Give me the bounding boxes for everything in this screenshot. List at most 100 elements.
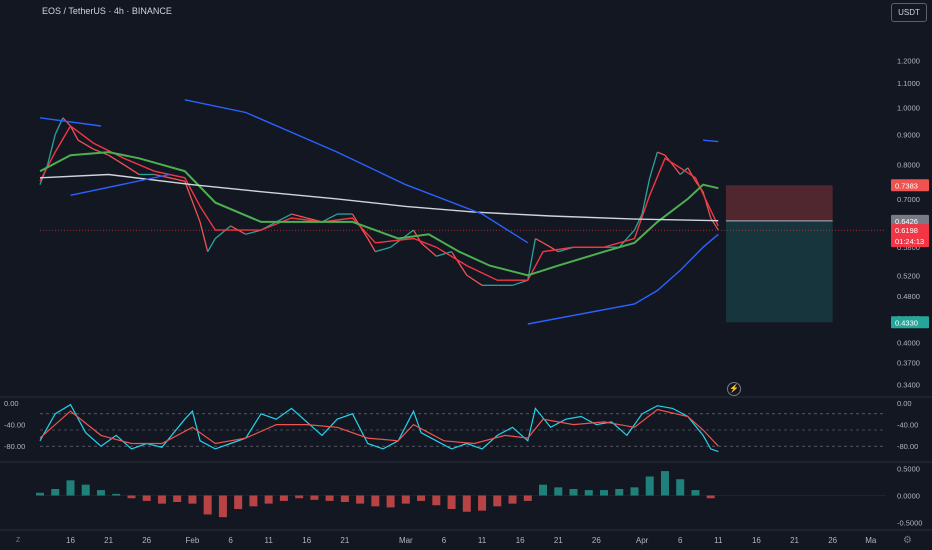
histogram-bar [630,487,639,496]
price-label-text: 0.7383 [895,181,918,190]
x-tick-label: 21 [340,536,349,545]
histogram-bar [615,489,624,496]
histogram-bar [157,495,166,504]
moving-average-line [39,117,102,127]
oscillator-tick-right: 0.00 [897,399,912,408]
price-segment [46,134,56,165]
gear-icon[interactable]: ⚙ [903,535,912,546]
x-tick-label: 16 [302,536,311,545]
moving-average-line [184,99,529,244]
x-tick-label: Ma [865,536,877,545]
histogram-bar [295,495,304,499]
price-label: 0.4330 [891,316,929,329]
histogram-bar [554,487,563,496]
histogram-bar [539,484,548,496]
price-segment [512,279,528,286]
x-tick-label: 6 [228,536,233,545]
histogram-bar [173,495,182,502]
price-segment [641,177,651,215]
price-label: 0.6198 [891,224,929,237]
y-tick-label: 0.5800 [897,243,920,252]
x-tick-label: 26 [142,536,151,545]
histogram-bar [401,495,410,504]
histogram-bar [36,492,44,496]
histogram-bar [660,471,669,496]
x-tick-label: 6 [678,536,683,545]
histogram-bar [523,495,532,501]
histogram-bar [691,490,700,496]
y-tick-label: 0.5200 [897,271,920,280]
histogram-bar [417,495,426,501]
histogram-bar [188,495,197,504]
price-segment [275,213,292,223]
x-tick-label: Mar [399,536,413,545]
price-label-text: 0.4330 [895,318,918,327]
y-tick-label: 1.2000 [897,57,920,66]
price-label: 0.6426 [891,214,929,227]
histogram-bar [478,495,487,511]
y-tick-label: 0.3700 [897,359,920,368]
histogram-bar [51,489,60,496]
histogram-bar [447,495,456,510]
stop-zone [725,185,833,221]
price-segment [123,164,140,176]
histogram-tick: 0.5000 [897,464,920,473]
price-segment [184,180,201,223]
lightning-icon[interactable]: ⚡ [727,382,741,396]
histogram-bar [432,495,441,506]
z-label[interactable]: Z [16,537,21,544]
x-tick-label: 21 [554,536,563,545]
histogram-bar [127,495,136,499]
histogram-bar [340,495,349,502]
x-tick-label: 16 [752,536,761,545]
histogram-bar [584,490,593,496]
x-tick-label: 26 [828,536,837,545]
histogram-bar [66,480,75,496]
histogram-bar [508,495,517,504]
price-segment [375,246,391,253]
y-tick-label: 0.3400 [897,380,920,389]
price-segment [207,238,216,253]
histogram-bar [356,495,365,504]
price-segment [291,213,307,219]
price-segment [672,164,681,175]
chart-title: EOS / TetherUS · 4h · BINANCE [42,6,172,16]
price-segment [169,177,185,182]
x-tick-label: 6 [442,536,447,545]
price-label-text: 0.6198 [895,226,918,235]
oscillator-tick-right: -40.00 [897,421,918,430]
histogram-bar [249,495,258,507]
price-label-box [891,179,929,192]
histogram-bar [264,495,273,504]
price-label-text: 01:24:13 [895,237,924,246]
x-tick-label: 21 [790,536,799,545]
y-tick-label: 1.0000 [897,103,920,112]
x-tick-label: 11 [714,536,723,545]
x-tick-label: 11 [264,536,273,545]
histogram-tick: 0.0000 [897,492,920,501]
histogram-bar [279,495,288,501]
histogram-bar [493,495,502,507]
histogram-bar [81,484,90,496]
y-tick-label: 0.7000 [897,195,920,204]
price-label-box [891,235,929,248]
y-tick-label: 0.4000 [897,339,920,348]
histogram-bar [645,476,654,496]
price-segment [535,237,544,244]
histogram-bar [386,495,395,508]
moving-average-line [527,233,719,325]
price-label-text: 0.6426 [895,217,918,226]
oscillator-tick-right: -80.00 [897,442,918,451]
price-segment [77,139,94,150]
x-tick-label: Feb [186,536,200,545]
price-segment [436,251,452,257]
moving-average-line [703,139,719,143]
histogram-bar [310,495,319,500]
oscillator-line [39,403,719,453]
currency-button[interactable]: USDT [891,3,927,22]
price-segment [321,213,338,223]
histogram-tick: -0.5000 [897,519,922,528]
price-segment [649,151,658,179]
histogram-bar [706,495,715,499]
